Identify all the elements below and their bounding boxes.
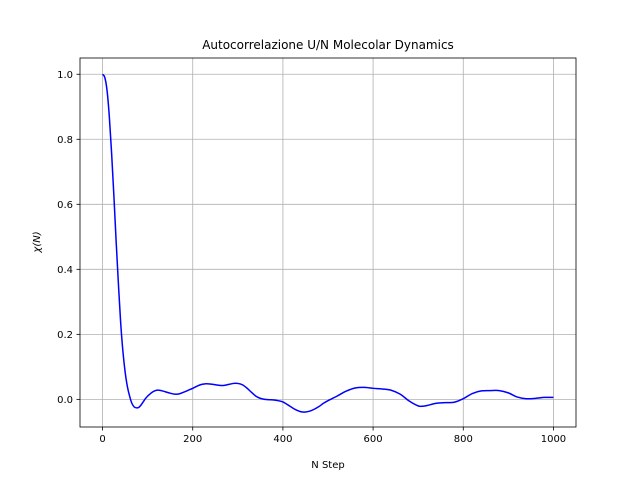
x-tick-label: 400 xyxy=(273,434,292,445)
y-tick-label: 1.0 xyxy=(57,70,73,81)
plot-frame xyxy=(79,57,577,428)
chart-title: Autocorrelazione U/N Molecolar Dynamics xyxy=(202,38,454,52)
y-axis-label: χ(N) xyxy=(32,231,43,253)
x-tick-label: 200 xyxy=(183,434,202,445)
y-tick-label: 0.0 xyxy=(57,395,73,406)
y-tick-label: 0.6 xyxy=(57,200,73,211)
y-tick-label: 0.4 xyxy=(57,265,73,276)
series-group xyxy=(101,73,554,413)
y-tick-label: 0.8 xyxy=(57,135,73,146)
x-axis-label: N Step xyxy=(311,460,344,471)
x-tick-label: 800 xyxy=(454,434,473,445)
x-tick-label: 0 xyxy=(99,434,105,445)
series-line xyxy=(101,73,554,413)
x-axis-ticks: 0 200 400 600 800 1000 xyxy=(99,427,566,445)
y-axis-ticks: 0.0 0.2 0.4 0.6 0.8 1.0 xyxy=(57,70,80,406)
x-tick-label: 600 xyxy=(364,434,383,445)
y-tick-label: 0.2 xyxy=(57,330,73,341)
grid xyxy=(80,58,576,427)
x-tick-label: 1000 xyxy=(541,434,566,445)
